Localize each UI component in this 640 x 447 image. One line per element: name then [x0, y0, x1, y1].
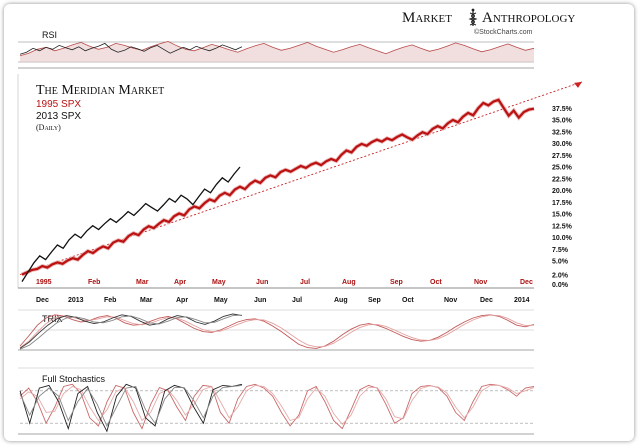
rsi-1995-line	[19, 40, 535, 57]
bottom-axis-label: Feb	[104, 297, 116, 304]
top-axis-label: Jul	[300, 279, 310, 286]
bottom-axis-label: Aug	[334, 297, 348, 304]
y-tick-label: 37.5%	[552, 106, 573, 113]
y-tick-label: 5.0%	[552, 259, 569, 266]
y-tick-label: 20.0%	[552, 188, 573, 195]
bottom-axis-label: 2013	[68, 297, 84, 304]
brand-word-2: Anthropology	[482, 10, 575, 26]
top-axis-label: Apr	[174, 279, 186, 286]
bottom-axis-label: Sep	[368, 297, 381, 304]
top-axis-label: Dec	[520, 279, 533, 286]
y-tick-label: 12.5%	[552, 223, 573, 230]
y-tick-label: 17.5%	[552, 200, 573, 207]
stoch-series-line	[19, 384, 243, 427]
brand-word-1: Market	[402, 10, 452, 26]
top-axis-label: Jun	[256, 279, 268, 286]
trix-panel: TRIX	[18, 309, 534, 351]
top-axis-label: Nov	[474, 279, 487, 286]
trix-series-line	[19, 314, 535, 349]
bottom-axis-label: Dec	[36, 297, 49, 304]
y-tick-label: 35.0%	[552, 118, 573, 125]
brand: Market Anthropology ©StockCharts.com	[402, 8, 575, 36]
y-tick-label: 25.0%	[552, 165, 573, 172]
bottom-axis-label: Oct	[402, 297, 414, 304]
y-tick-label: 15.0%	[552, 212, 573, 219]
credit-text: ©StockCharts.com	[474, 28, 533, 36]
chart-marks: 0.0% 2.0% 5.0% 7.5% 10.0% 12.5% 15.0% 17.5% 20.0…	[19, 40, 583, 433]
y-tick-label: 30.0%	[552, 141, 573, 148]
top-axis-label: May	[212, 279, 226, 286]
bottom-axis-label: Apr	[176, 297, 188, 304]
series-2013-line	[21, 166, 241, 282]
rsi-2013-line	[19, 42, 243, 55]
trix-series-line	[19, 314, 243, 350]
chart-frame: Market Anthropology ©StockCharts.com RSI…	[4, 4, 634, 441]
bottom-axis-label: Dec	[480, 297, 493, 304]
rsi-1995-area	[20, 41, 534, 62]
bottom-axis-label: Jul	[292, 297, 302, 304]
top-axis-label: Sep	[390, 279, 403, 286]
trendline-arrow	[574, 81, 582, 88]
main-title: The Meridian Market	[36, 83, 164, 98]
legend-2013: 2013 SPX	[36, 111, 81, 122]
bottom-axis-label: Nov	[444, 297, 457, 304]
y-tick-label: 27.5%	[552, 153, 573, 160]
stoch-series-line	[19, 383, 535, 430]
bottom-axis-label: 2014	[514, 297, 530, 304]
y-tick-label: 22.5%	[552, 176, 573, 183]
top-axis-label: 1995	[36, 279, 52, 286]
bottom-axis-label: May	[214, 297, 228, 304]
caduceus-icon	[468, 8, 478, 26]
stochastics-title: Full Stochastics	[42, 374, 106, 384]
main-panel: The Meridian Market 1995 SPX 2013 SPX (D…	[17, 74, 534, 289]
bottom-axis-label: Jun	[254, 297, 266, 304]
y-tick-label: 7.5%	[552, 247, 569, 254]
y-tick-label: 0.0%	[552, 282, 569, 289]
stochastics-panel: Full Stochastics	[18, 367, 534, 435]
bottom-axis-label: Mar	[140, 297, 153, 304]
trendline	[19, 81, 583, 276]
trix-series-line	[19, 314, 535, 348]
legend-1995: 1995 SPX	[36, 99, 81, 110]
top-axis-label: Aug	[342, 279, 356, 286]
y-tick-label: 10.0%	[552, 235, 573, 242]
y-tick-label: 32.5%	[552, 129, 573, 136]
top-axis-label: Mar	[136, 279, 149, 286]
legend-daily: (Daily)	[36, 123, 61, 132]
trix-title: TRIX	[42, 314, 63, 324]
rsi-title: RSI	[42, 30, 57, 40]
stoch-series-line	[19, 383, 243, 433]
top-axis-label: Feb	[88, 279, 100, 286]
chart-canvas: Market Anthropology ©StockCharts.com RSI…	[17, 8, 583, 435]
top-axis-label: Oct	[430, 279, 442, 286]
stoch-series-line	[19, 384, 535, 425]
y-tick-label: 2.0%	[552, 273, 569, 280]
series-1995-line	[21, 98, 535, 276]
